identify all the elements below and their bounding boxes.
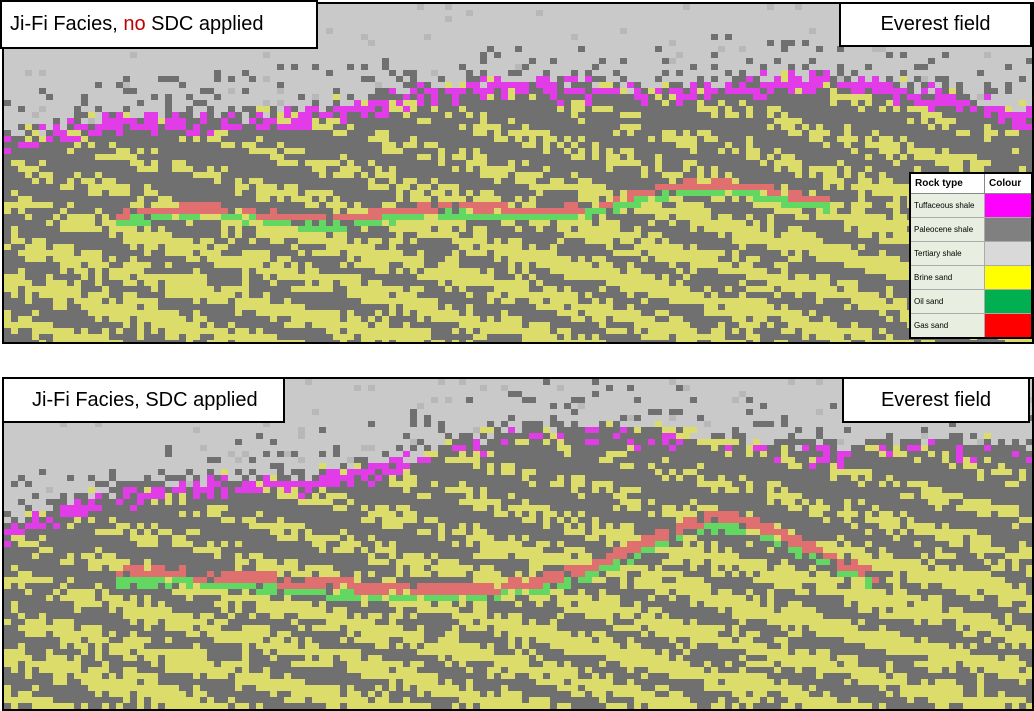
legend-label: Brine sand	[909, 265, 985, 290]
legend-label: Gas sand	[909, 313, 985, 339]
field-label: Everest field	[839, 2, 1032, 47]
legend-swatch	[984, 313, 1032, 339]
facies-layer	[4, 70, 1032, 154]
panel-title: Ji-Fi Facies, no SDC applied	[0, 0, 318, 49]
legend-swatch	[984, 289, 1032, 314]
legend-row: Tertiary shale	[909, 241, 1032, 266]
field-label: Everest field	[842, 377, 1030, 423]
legend-row: Gas sand	[909, 313, 1032, 339]
facies-section: Rock type Colour Tuffaceous shale Paleocen…	[2, 2, 1034, 344]
field-label-text: Everest field	[880, 13, 991, 35]
section-image	[4, 379, 1032, 709]
facies-layer	[116, 190, 830, 232]
panel-title: Ji-Fi Facies, SDC applied	[2, 377, 285, 423]
title-part: SDC applied	[145, 13, 264, 35]
title-part: Ji-Fi Facies, SDC applied	[32, 388, 258, 411]
section-image	[4, 4, 1032, 342]
legend-swatch	[984, 193, 1032, 218]
legend-label: Tertiary shale	[909, 241, 985, 266]
facies-layer	[4, 421, 1032, 709]
legend-row: Brine sand	[909, 265, 1032, 290]
facies-section	[2, 377, 1034, 711]
legend-row: Oil sand	[909, 289, 1032, 314]
legend-row: Tuffaceous shale	[909, 193, 1032, 218]
facies-layer	[4, 379, 1032, 709]
title-part: no	[123, 13, 146, 35]
facies-layer	[4, 70, 1032, 342]
legend-swatch	[984, 265, 1032, 290]
legend-row: Paleocene shale	[909, 217, 1032, 242]
facies-layer	[4, 427, 1032, 547]
legend-swatch	[984, 217, 1032, 242]
legend-label: Oil sand	[909, 289, 985, 314]
facies-layer	[4, 34, 1032, 342]
legend-label: Tuffaceous shale	[909, 193, 985, 218]
legend-label: Paleocene shale	[909, 217, 985, 242]
field-label-text: Everest field	[880, 388, 992, 411]
legend-swatch	[984, 241, 1032, 266]
legend-header: Colour	[984, 172, 1032, 194]
facies-layer	[116, 178, 830, 220]
legend: Rock type Colour Tuffaceous shale Paleocen…	[909, 172, 1032, 339]
legend-header: Rock type	[909, 172, 985, 194]
title-part: Ji-Fi Facies,	[10, 13, 124, 35]
